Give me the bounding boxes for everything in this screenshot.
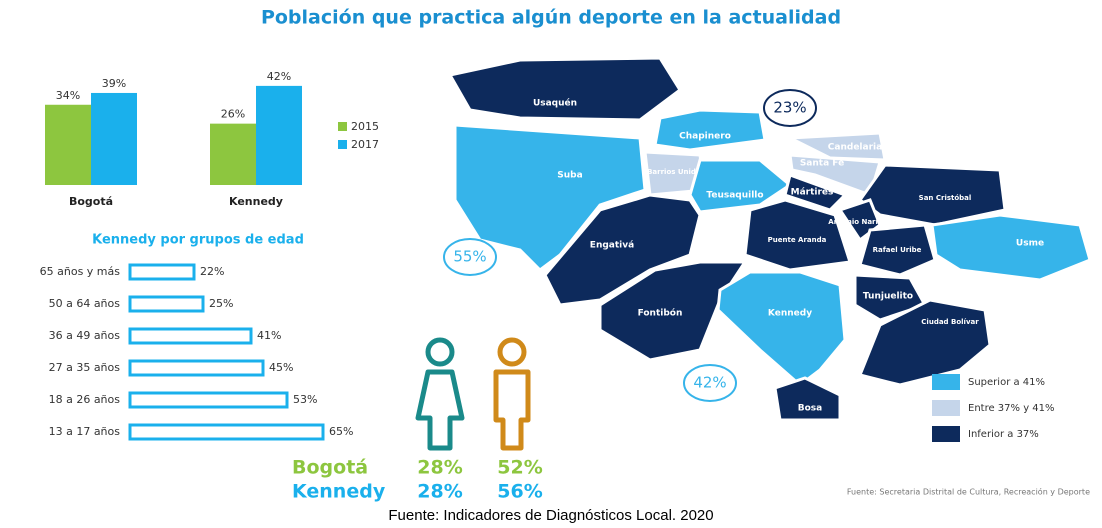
gender-row-label: Kennedy	[292, 481, 386, 503]
district-label: Chapinero	[679, 132, 731, 142]
callout-label: 42%	[693, 374, 726, 392]
bar	[128, 327, 253, 345]
gender-value: 52%	[497, 457, 542, 479]
title: Población que practica algún deporte en …	[261, 7, 841, 29]
legend-swatch	[338, 140, 347, 149]
category-label: 65 años y más	[40, 265, 121, 278]
district	[788, 153, 882, 197]
district	[447, 56, 683, 122]
legend-label: 2015	[351, 120, 379, 133]
bar-value-label: 25%	[209, 297, 233, 310]
bar-value-label: 22%	[200, 265, 224, 278]
district-label: Santa Fe	[800, 159, 844, 169]
bar	[128, 423, 325, 441]
bar-value-label: 53%	[293, 393, 317, 406]
district-label: Rafael Uribe	[873, 246, 922, 254]
district-label: Usme	[1016, 239, 1044, 249]
district-label: Mártires	[791, 188, 834, 198]
bar-value-label: 45%	[269, 361, 293, 374]
district-label: Tunjuelito	[863, 292, 913, 302]
legend-label: Superior a 41%	[968, 377, 1045, 388]
district-label: Kennedy	[768, 309, 812, 319]
caption: Fuente: Indicadores de Diagnósticos Loca…	[388, 507, 713, 524]
bar-value-label: 26%	[221, 108, 245, 121]
bar-value-label: 41%	[257, 329, 281, 342]
gender-row-label: Bogotá	[292, 457, 368, 479]
bar	[128, 295, 205, 313]
district	[716, 270, 847, 387]
district	[784, 131, 887, 162]
bar-value-label: 65%	[329, 425, 353, 438]
bar-value-label: 34%	[56, 89, 80, 102]
bar	[128, 391, 289, 409]
district	[543, 193, 702, 307]
district-label: Engativá	[590, 241, 634, 251]
person-icon-body	[493, 369, 531, 451]
district-label: Candelaria	[828, 143, 882, 153]
district-label: Suba	[557, 171, 582, 181]
bar	[128, 359, 265, 377]
district	[743, 198, 852, 272]
bar	[45, 104, 91, 185]
gender-value: 28%	[417, 481, 462, 503]
district-label: Fontibón	[638, 308, 683, 319]
map-source: Fuente: Secretaria Distrital de Cultura,…	[847, 487, 1090, 497]
callout-bubble	[443, 238, 497, 276]
gender-value: 56%	[497, 481, 542, 503]
category-label: Bogotá	[69, 195, 113, 208]
bar	[128, 263, 196, 281]
legend-swatch	[932, 426, 960, 442]
district-label: Ciudad Bolívar	[921, 318, 979, 326]
district	[783, 173, 848, 212]
bar	[256, 85, 302, 185]
district-label: Barrios Unidos	[647, 168, 705, 176]
legend-swatch	[338, 122, 347, 131]
category-label: 50 a 64 años	[49, 297, 121, 310]
bar	[91, 92, 137, 185]
district	[653, 108, 767, 152]
district	[773, 376, 842, 422]
legend-swatch	[932, 374, 960, 390]
person-icon-head	[425, 337, 455, 367]
district	[930, 213, 1092, 282]
district-label: San Cristóbal	[919, 194, 972, 202]
district-label: Puente Aranda	[768, 236, 827, 244]
bar	[210, 123, 256, 185]
legend-label: Entre 37% y 41%	[968, 403, 1055, 414]
district	[453, 123, 647, 272]
legend-label: 2017	[351, 138, 379, 151]
legend-label: Inferior a 37%	[968, 429, 1039, 440]
category-label: 27 a 35 años	[49, 361, 121, 374]
category-label: Kennedy	[229, 195, 283, 208]
callout-label: 23%	[773, 99, 806, 117]
district-label: Usaquén	[533, 98, 577, 109]
bar-value-label: 42%	[267, 70, 291, 83]
bar-value-label: 39%	[102, 77, 126, 90]
district-label: Bosa	[798, 404, 822, 414]
district-label: Antonio Nariño	[828, 218, 888, 226]
district	[858, 223, 937, 277]
category-label: 18 a 26 años	[49, 393, 121, 406]
person-icon-head	[497, 337, 527, 367]
category-label: 36 a 49 años	[49, 329, 121, 342]
district-label: Teusaquillo	[706, 191, 763, 201]
callout-label: 55%	[453, 248, 486, 266]
gender-value: 28%	[417, 457, 462, 479]
district	[688, 158, 793, 214]
legend-swatch	[932, 400, 960, 416]
district	[857, 298, 992, 387]
chart-title: Kennedy por grupos de edad	[92, 233, 304, 248]
category-label: 13 a 17 años	[49, 425, 121, 438]
callout-bubble	[683, 364, 737, 402]
person-icon-body	[415, 369, 465, 451]
callout-bubble	[763, 89, 817, 127]
